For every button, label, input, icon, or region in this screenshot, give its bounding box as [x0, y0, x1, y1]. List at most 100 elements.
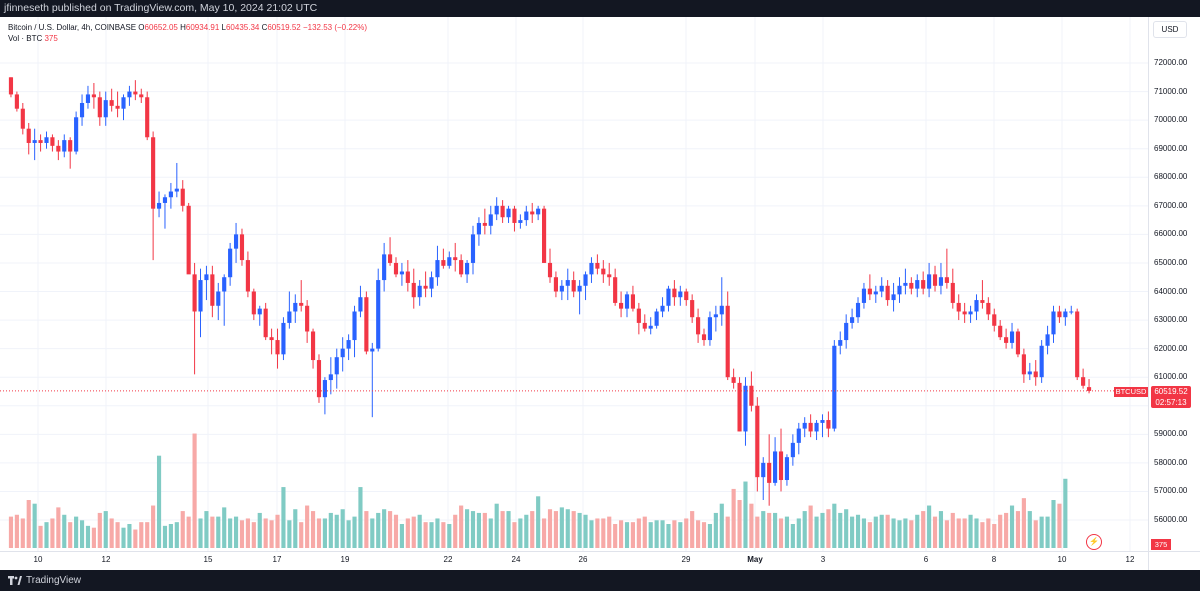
volume-bar: [239, 520, 245, 548]
volume-bar: [696, 520, 701, 548]
candle-body: [867, 288, 872, 295]
low-label: L: [221, 23, 226, 32]
candle-body: [186, 205, 191, 275]
volume-bar: [630, 522, 636, 548]
candle-body: [577, 285, 582, 292]
candle-body: [441, 260, 446, 266]
candle-body: [820, 420, 825, 423]
volume-bar: [1051, 500, 1056, 548]
volume-bar: [139, 522, 144, 548]
volume-bar: [938, 511, 944, 548]
volume-bar: [1039, 516, 1044, 548]
volume-bar: [796, 518, 801, 548]
volume-bar: [109, 518, 114, 548]
volume-bar: [210, 516, 215, 548]
candle-body: [299, 302, 304, 306]
volume-bar: [162, 525, 168, 548]
x-tick-label: 12: [101, 555, 111, 564]
volume-bar: [204, 511, 209, 548]
brand-name: TradingView: [26, 575, 82, 586]
candle-body: [903, 282, 908, 286]
lightning-icon[interactable]: ⚡: [1086, 534, 1102, 550]
volume-bar: [8, 516, 14, 548]
symbol-title: Bitcoin / U.S. Dollar, 4h, COINBASE: [8, 23, 137, 32]
candle-body: [387, 254, 393, 263]
close-label: C: [261, 23, 268, 32]
volume-bar: [767, 512, 772, 548]
volume-bar: [725, 516, 730, 548]
candle-body: [915, 280, 920, 289]
candle-body: [660, 305, 665, 312]
volume-bar: [867, 522, 872, 548]
volume-bar: [784, 516, 790, 548]
candle-body: [814, 422, 819, 432]
tradingview-brand[interactable]: TradingView: [8, 575, 81, 586]
volume-bar: [417, 514, 422, 548]
candle-body: [399, 271, 404, 275]
candle-body: [547, 262, 553, 278]
volume-bar: [577, 512, 582, 548]
candle-body: [210, 274, 215, 306]
volume-bar: [719, 503, 724, 548]
volume-bar: [601, 518, 606, 548]
volume-bar: [482, 512, 487, 548]
volume-bar: [79, 520, 85, 548]
candle-body: [423, 285, 428, 289]
volume-bar: [328, 512, 333, 548]
candle-body: [950, 282, 955, 303]
candle-body: [1075, 311, 1080, 378]
candle-body: [642, 322, 647, 329]
volume-bar: [506, 511, 511, 548]
candle-body: [790, 442, 795, 458]
volume-bar: [423, 522, 428, 548]
volume-bar: [808, 505, 813, 548]
volume-bar: [127, 524, 132, 548]
candle-body: [411, 282, 416, 298]
candle-body: [1081, 377, 1086, 386]
candle-body: [245, 260, 250, 292]
candle-body: [133, 91, 138, 95]
candle-body: [56, 145, 61, 152]
volume-bar: [660, 520, 665, 548]
candle-body: [784, 457, 790, 481]
volume-bar: [56, 507, 61, 548]
candle-body: [1021, 354, 1026, 375]
candle-body: [74, 117, 79, 152]
x-tick-label: 10: [33, 555, 43, 564]
volume-bar: [364, 511, 369, 548]
candle-body: [713, 314, 718, 318]
candlestick-chart[interactable]: [0, 17, 1148, 551]
candle-body: [151, 137, 156, 209]
candle-body: [482, 222, 487, 226]
volume-bar: [145, 522, 150, 548]
candle-body: [1045, 334, 1050, 346]
volume-bar: [305, 505, 310, 548]
currency-button[interactable]: USD: [1153, 21, 1187, 38]
candle-body: [26, 128, 31, 143]
volume-bar: [85, 525, 91, 548]
candle-body: [287, 311, 292, 323]
volume-bar: [441, 522, 446, 548]
volume-bar: [370, 518, 375, 548]
volume-bar: [447, 524, 452, 548]
candle-body: [725, 305, 730, 378]
candle-body: [808, 422, 813, 432]
candle-body: [826, 420, 831, 429]
candle-body: [927, 274, 932, 289]
candle-body: [743, 385, 748, 432]
candle-body: [565, 280, 570, 286]
chart-legend: Bitcoin / U.S. Dollar, 4h, COINBASE O606…: [8, 22, 367, 44]
volume-bar: [281, 487, 286, 548]
x-tick-label: 19: [340, 555, 350, 564]
candle-body: [909, 282, 914, 289]
candle-body: [678, 291, 683, 298]
volume-bar: [790, 524, 795, 548]
candle-body: [850, 317, 855, 323]
volume-legend-row: Vol · BTC 375: [8, 33, 367, 44]
volume-bar: [476, 512, 481, 548]
volume-bar: [251, 522, 256, 548]
volume-bar: [749, 503, 754, 548]
volume-bar: [334, 514, 339, 548]
volume-bar: [133, 529, 138, 548]
volume-bar: [607, 516, 612, 548]
